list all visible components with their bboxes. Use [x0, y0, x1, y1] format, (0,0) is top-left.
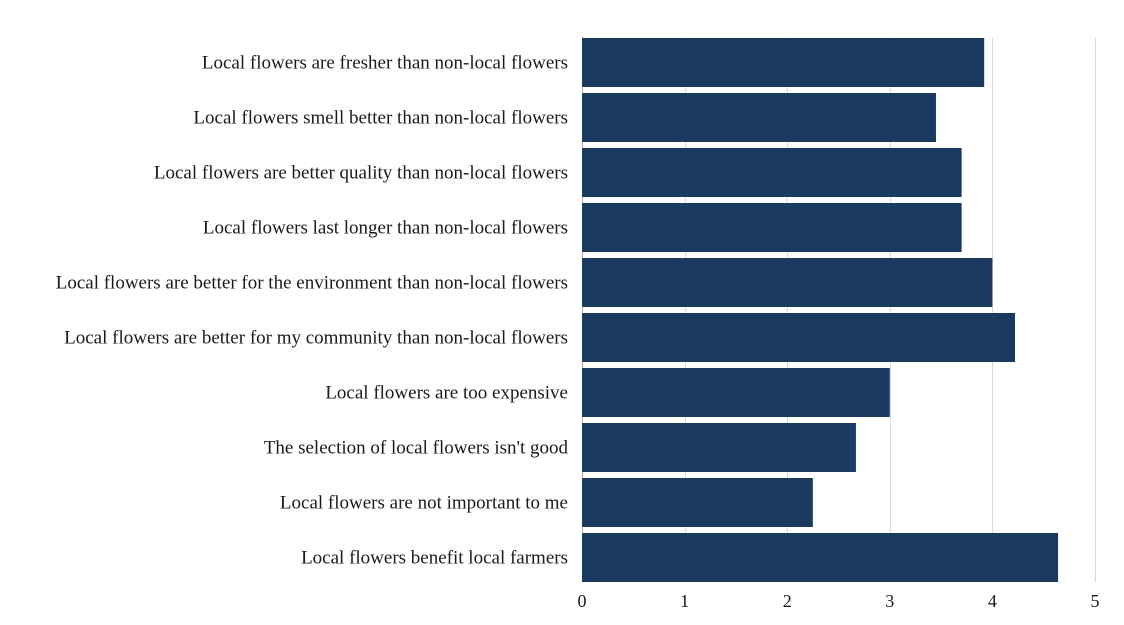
category-label: Local flowers are too expensive [325, 383, 568, 404]
bar [582, 258, 993, 307]
category-label: The selection of local flowers isn't goo… [264, 438, 569, 459]
x-axis-tick-labels: 0 1 2 3 4 5 [578, 591, 1100, 611]
category-label: Local flowers benefit local farmers [301, 548, 568, 569]
category-label: Local flowers are better for my communit… [64, 328, 568, 349]
bar [582, 533, 1059, 582]
bar [582, 478, 813, 527]
category-label: Local flowers last longer than non-local… [203, 218, 568, 239]
x-tick-label: 3 [885, 591, 894, 611]
category-labels: Local flowers are fresher than non-local… [56, 53, 569, 569]
bar [582, 38, 985, 87]
category-label: Local flowers are not important to me [280, 493, 568, 514]
bar [582, 313, 1015, 362]
x-tick-label: 4 [988, 591, 997, 611]
category-label: Local flowers are better quality than no… [154, 163, 568, 184]
x-tick-label: 1 [680, 591, 689, 611]
x-tick-label: 0 [578, 591, 587, 611]
bars [582, 38, 1059, 582]
bar [582, 148, 962, 197]
bar [582, 203, 962, 252]
category-label: Local flowers smell better than non-loca… [193, 108, 568, 129]
bar [582, 423, 856, 472]
bar [582, 93, 936, 142]
category-label: Local flowers are fresher than non-local… [202, 53, 568, 74]
x-tick-label: 2 [783, 591, 792, 611]
bar [582, 368, 890, 417]
x-tick-label: 5 [1091, 591, 1100, 611]
category-label: Local flowers are better for the environ… [56, 273, 568, 294]
